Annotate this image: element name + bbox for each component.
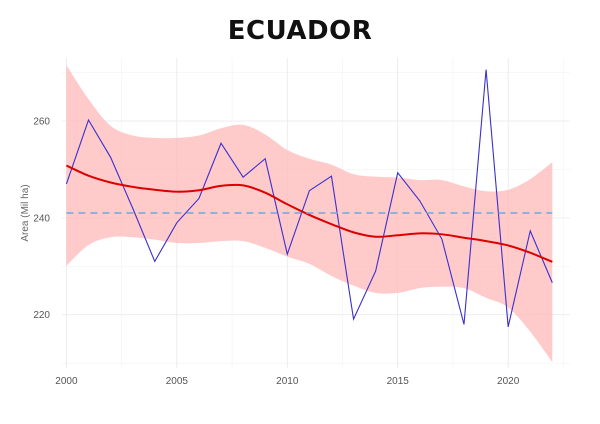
series-lines [65,69,553,327]
x-tick-label: 2010 [276,376,299,387]
x-tick-label: 2015 [387,376,410,387]
y-tick-label: 220 [33,310,50,321]
chart-title: ECUADOR [227,16,373,46]
y-tick-label: 240 [33,213,50,224]
y-axis-label: Area (Mil ha) [20,184,31,241]
x-tick-label: 2005 [166,376,189,387]
axis-ticks: 2000 2005 2010 2015 2020 220 240 260 [33,116,519,387]
x-tick-label: 2000 [55,376,78,387]
trend-line [65,164,553,263]
y-tick-label: 260 [33,116,50,127]
x-tick-label: 2020 [497,376,520,387]
